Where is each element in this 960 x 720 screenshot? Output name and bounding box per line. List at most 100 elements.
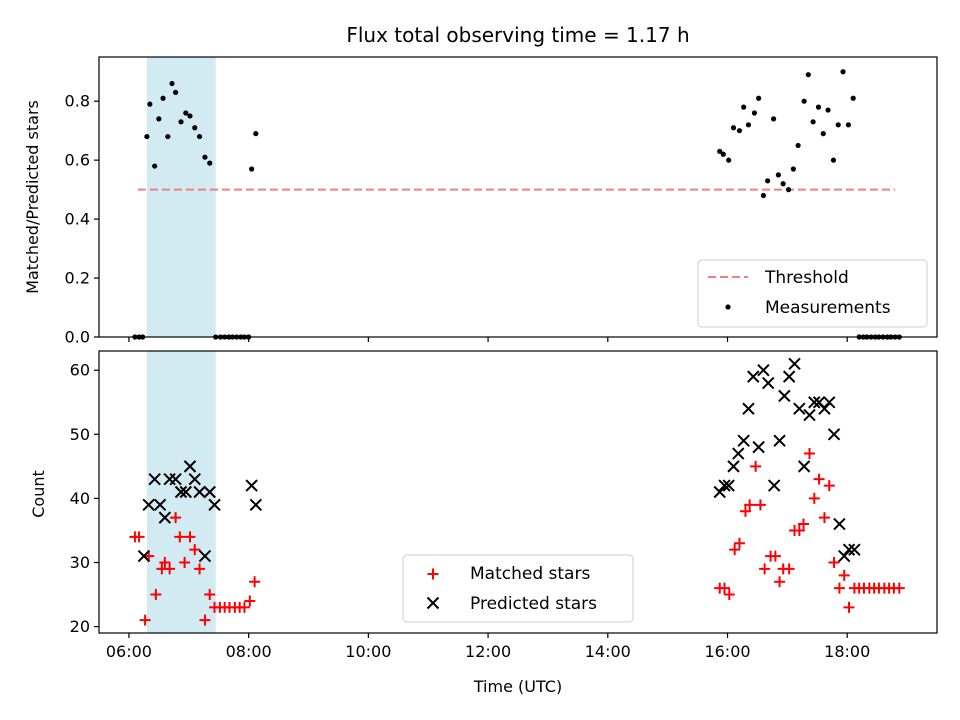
y-tick-label: 0.6 [65, 151, 90, 170]
data-point [720, 151, 726, 157]
data-point [153, 498, 167, 512]
data-point [842, 543, 856, 556]
data-point [823, 480, 835, 492]
data-point [803, 408, 816, 422]
data-point [765, 178, 771, 184]
data-point [840, 69, 846, 75]
series-matched-stars [129, 448, 905, 626]
data-point [818, 512, 830, 524]
x-tick-label: 14:00 [585, 642, 631, 661]
data-point [741, 104, 747, 110]
data-point [845, 122, 852, 128]
bottom-y-axis-label: Count [29, 470, 48, 518]
data-point [249, 166, 255, 172]
data-point [170, 512, 182, 524]
data-point [782, 370, 796, 383]
data-point [759, 563, 771, 575]
axes-frame [98, 350, 938, 634]
data-point [184, 531, 196, 543]
data-point [850, 95, 856, 101]
data-point [174, 531, 186, 543]
data-point [733, 537, 745, 549]
data-point [137, 549, 151, 563]
y-tick-label: 20 [70, 617, 90, 636]
legend-box [697, 259, 928, 328]
y-tick-label: 0.2 [65, 269, 90, 288]
data-point [823, 396, 836, 409]
data-point [723, 589, 735, 601]
x-tick-label: 18:00 [824, 642, 870, 661]
bottom-plot: 20 30 40 50 60 06:00 08:00 10:00 12:00 14:00 16:00… [70, 350, 938, 661]
data-point [726, 157, 732, 163]
data-point [818, 402, 831, 415]
data-point [773, 434, 786, 447]
data-point [249, 576, 261, 588]
data-point [750, 460, 762, 472]
data-point [142, 498, 155, 512]
data-point [767, 479, 781, 492]
data-point [833, 582, 845, 594]
data-point [805, 72, 811, 78]
data-point [187, 113, 193, 119]
data-point [793, 524, 805, 536]
data-point [783, 563, 795, 575]
shaded-span [146, 57, 216, 337]
data-point [169, 80, 175, 87]
data-point [797, 460, 811, 473]
data-point [713, 485, 726, 499]
data-point [245, 479, 258, 492]
data-point [813, 473, 825, 485]
data-point [238, 601, 250, 613]
x-tick-label: 08:00 [226, 642, 272, 661]
data-point [793, 402, 806, 415]
data-point [164, 563, 176, 575]
legend-box [402, 554, 634, 623]
data-point [192, 125, 198, 131]
data-point [133, 531, 145, 543]
y-tick-label: 30 [70, 553, 90, 572]
y-tick-label: 60 [70, 361, 90, 380]
data-point [769, 550, 781, 562]
y-tick-label: 0.0 [65, 328, 90, 347]
data-point [838, 569, 850, 581]
data-point [188, 472, 201, 486]
data-point [144, 133, 150, 140]
legend-measurements-label: Measurements [765, 298, 891, 318]
data-point [189, 544, 201, 556]
data-point [169, 472, 182, 486]
legend-matched-label: Matched stars [470, 564, 590, 584]
x-axis-label: Time (UTC) [473, 677, 562, 696]
data-point [737, 434, 750, 447]
data-point [183, 110, 189, 116]
data-point [833, 517, 846, 531]
data-point [179, 485, 193, 499]
data-point [178, 119, 184, 125]
data-point [754, 499, 766, 511]
data-point [730, 125, 737, 131]
data-point [751, 110, 758, 116]
legend-predicted-swatch [426, 596, 440, 610]
data-point [158, 511, 172, 524]
data-point [159, 557, 171, 568]
data-point [808, 492, 820, 504]
legend-threshold-label: Threshold [764, 268, 849, 288]
data-point [244, 595, 256, 607]
data-point [843, 601, 855, 613]
data-point [830, 157, 837, 163]
legend-matched-swatch [427, 568, 439, 580]
data-point [815, 104, 822, 110]
data-point [139, 614, 151, 626]
data-point [747, 370, 760, 383]
series-predicted-stars [137, 357, 861, 563]
x-tick-label: 10:00 [345, 642, 391, 661]
data-point [717, 148, 723, 154]
data-point [150, 589, 162, 601]
data-point [204, 589, 216, 601]
data-point [760, 192, 767, 199]
data-point [801, 98, 807, 104]
top-plot: 0.0 0.2 0.4 0.6 0.8 Threshold Measurements [65, 56, 938, 347]
data-point [203, 485, 216, 499]
data-point [744, 499, 756, 511]
data-point [788, 357, 801, 371]
